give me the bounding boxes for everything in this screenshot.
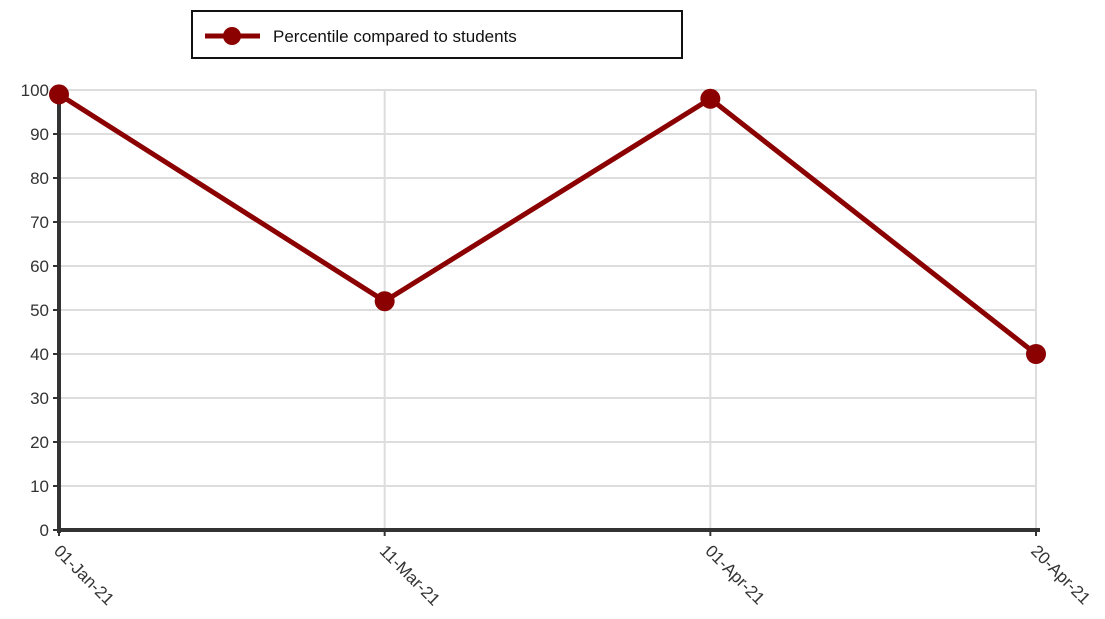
y-tick-label: 20 xyxy=(30,433,49,452)
y-tick-label: 60 xyxy=(30,257,49,276)
data-point[interactable] xyxy=(700,88,721,109)
y-tick-label: 100 xyxy=(21,81,49,100)
x-tick-label: 01-Jan-21 xyxy=(50,541,118,609)
y-tick-label: 10 xyxy=(30,477,49,496)
series-layer xyxy=(49,84,1046,364)
legend-series-label: Percentile compared to students xyxy=(273,27,517,46)
y-tick-label: 0 xyxy=(40,521,49,540)
series-line xyxy=(57,92,1038,356)
legend-series-marker xyxy=(223,27,241,45)
y-tick-label: 50 xyxy=(30,301,49,320)
data-point[interactable] xyxy=(1026,344,1046,364)
x-tick-label: 20-Apr-21 xyxy=(1027,541,1094,608)
data-point[interactable] xyxy=(374,291,395,312)
axes xyxy=(53,89,1040,536)
y-tick-label: 30 xyxy=(30,389,49,408)
legend: Percentile compared to students xyxy=(191,10,683,59)
y-tick-label: 70 xyxy=(30,213,49,232)
grid xyxy=(59,89,1037,530)
y-tick-label: 40 xyxy=(30,345,49,364)
y-tick-label: 90 xyxy=(30,125,49,144)
x-tick-label: 11-Mar-21 xyxy=(376,541,444,609)
x-tick-label: 01-Apr-21 xyxy=(702,541,769,608)
y-tick-label: 80 xyxy=(30,169,49,188)
legend-box xyxy=(191,10,683,59)
data-point[interactable] xyxy=(49,84,69,105)
